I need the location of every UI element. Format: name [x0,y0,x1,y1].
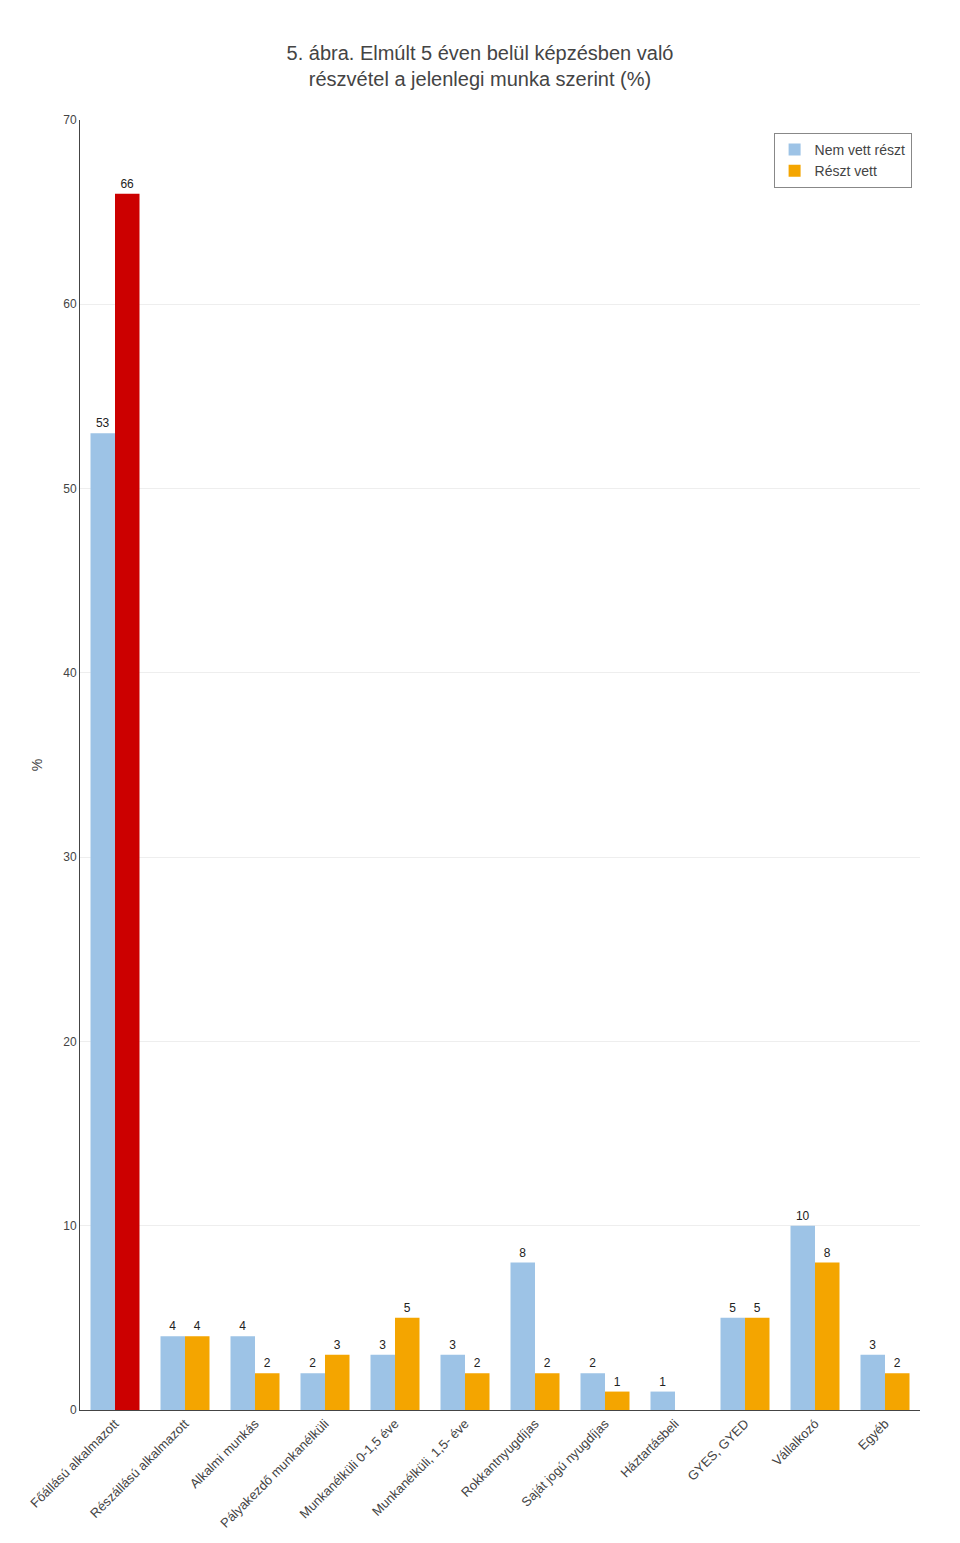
svg-text:2: 2 [309,1356,316,1370]
svg-text:Munkanélküli 0-1,5 éve: Munkanélküli 0-1,5 éve [297,1416,402,1521]
svg-text:Saját jogú nyugdíjas: Saját jogú nyugdíjas [518,1416,612,1510]
svg-text:8: 8 [519,1246,526,1260]
svg-text:Részt vett: Részt vett [815,163,877,179]
svg-text:4: 4 [194,1319,201,1333]
svg-text:2: 2 [544,1356,551,1370]
svg-text:10: 10 [63,1219,77,1233]
svg-text:Vállalkozó: Vállalkozó [769,1416,822,1469]
svg-text:1: 1 [614,1375,621,1389]
svg-text:3: 3 [449,1338,456,1352]
svg-text:5. ábra. Elmúlt 5 éven belül k: 5. ábra. Elmúlt 5 éven belül képzésben v… [287,42,674,90]
svg-text:10: 10 [796,1209,810,1223]
svg-text:Főállású alkalmazott: Főállású alkalmazott [27,1416,122,1511]
svg-text:Alkalmi munkás: Alkalmi munkás [187,1416,262,1491]
svg-text:53: 53 [96,416,110,430]
svg-text:Egyéb: Egyéb [855,1416,892,1453]
svg-text:1: 1 [659,1375,666,1389]
svg-text:2: 2 [589,1356,596,1370]
svg-text:Nem vett részt: Nem vett részt [815,142,905,158]
svg-text:2: 2 [894,1356,901,1370]
svg-text:50: 50 [63,482,77,496]
svg-text:GYES, GYED: GYES, GYED [684,1416,751,1483]
svg-text:20: 20 [63,1035,77,1049]
svg-text:2: 2 [474,1356,481,1370]
svg-text:3: 3 [334,1338,341,1352]
svg-text:30: 30 [63,850,77,864]
svg-text:Munkanélküli, 1,5- éve: Munkanélküli, 1,5- éve [369,1416,472,1519]
svg-text:70: 70 [63,113,77,127]
svg-text:8: 8 [824,1246,831,1260]
svg-text:5: 5 [404,1301,411,1315]
svg-text:Pályakezdő munkanélküli: Pályakezdő munkanélküli [217,1416,331,1530]
svg-text:3: 3 [379,1338,386,1352]
svg-text:5: 5 [754,1301,761,1315]
svg-text:%: % [29,759,45,771]
svg-text:66: 66 [120,177,134,191]
svg-text:0: 0 [70,1403,77,1417]
svg-text:2: 2 [264,1356,271,1370]
svg-text:40: 40 [63,666,77,680]
svg-text:4: 4 [239,1319,246,1333]
svg-text:3: 3 [869,1338,876,1352]
svg-text:Részállású alkalmazott: Részállású alkalmazott [87,1416,192,1521]
svg-text:5: 5 [729,1301,736,1315]
svg-text:4: 4 [169,1319,176,1333]
svg-text:Háztartásbeli: Háztartásbeli [617,1416,681,1480]
svg-text:60: 60 [63,297,77,311]
svg-text:Rokkantnyugdíjas: Rokkantnyugdíjas [458,1416,542,1500]
